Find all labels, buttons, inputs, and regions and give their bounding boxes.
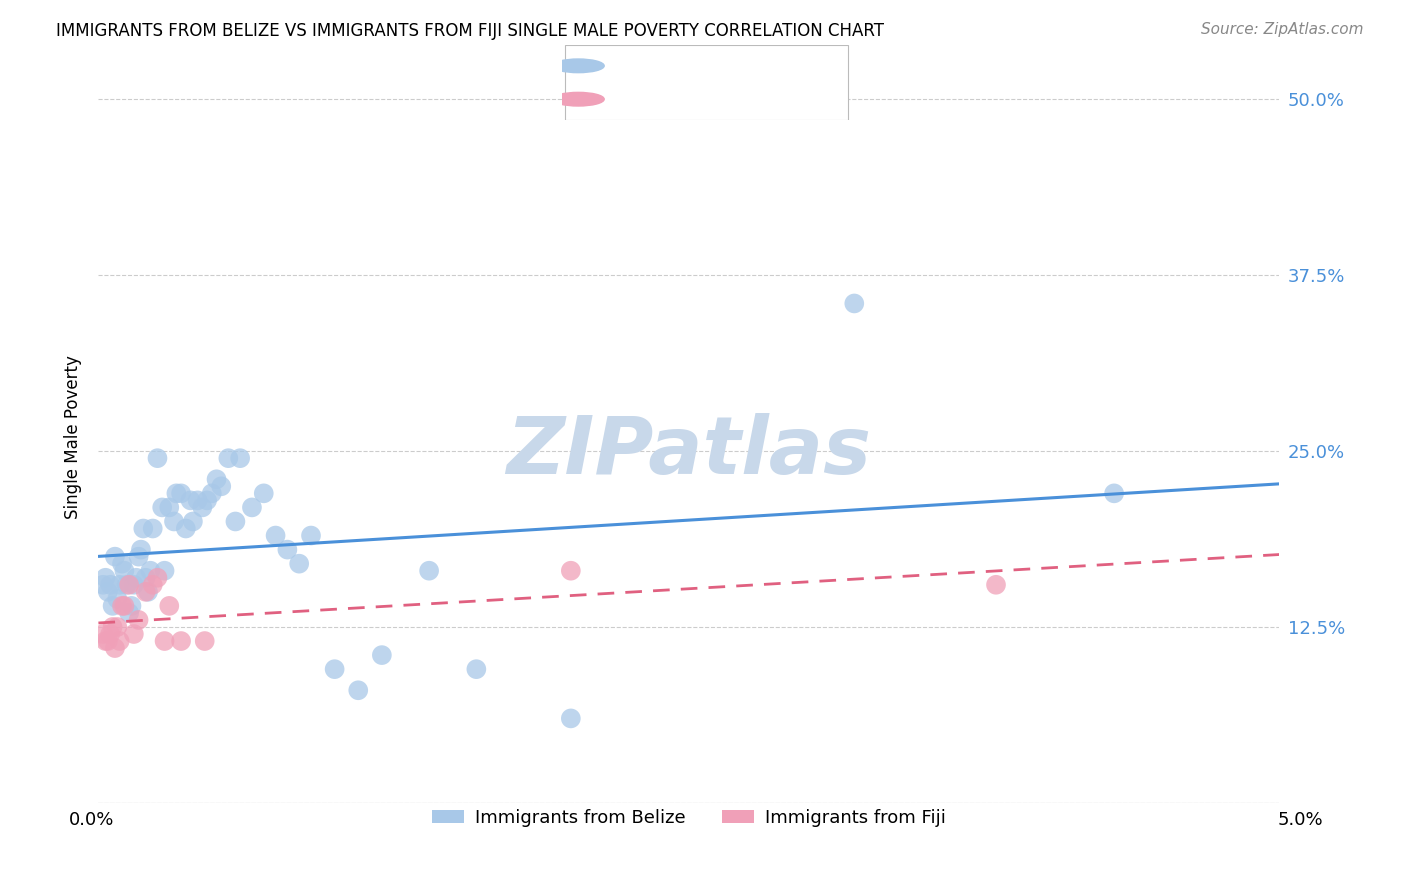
Point <box>371 648 394 662</box>
Point <box>157 599 180 613</box>
Point <box>418 564 440 578</box>
Point <box>163 515 186 529</box>
Point <box>170 486 193 500</box>
Point <box>94 571 117 585</box>
Point <box>150 500 173 515</box>
Point <box>118 578 141 592</box>
Point <box>91 627 114 641</box>
Point <box>209 479 232 493</box>
Point <box>142 578 165 592</box>
Point <box>465 662 488 676</box>
Text: Source: ZipAtlas.com: Source: ZipAtlas.com <box>1201 22 1364 37</box>
Text: IMMIGRANTS FROM BELIZE VS IMMIGRANTS FROM FIJI SINGLE MALE POVERTY CORRELATION C: IMMIGRANTS FROM BELIZE VS IMMIGRANTS FRO… <box>56 22 884 40</box>
Point <box>224 515 246 529</box>
Point <box>194 634 217 648</box>
Point <box>1102 486 1125 500</box>
Point <box>181 515 204 529</box>
Point <box>91 578 114 592</box>
Point <box>94 634 117 648</box>
Point <box>105 591 128 606</box>
Point <box>122 578 145 592</box>
Point <box>108 634 131 648</box>
Point <box>125 571 148 585</box>
Point <box>157 500 180 515</box>
Point <box>844 296 866 310</box>
Text: 0.429: 0.429 <box>650 57 706 75</box>
Text: R =: R = <box>603 90 638 108</box>
FancyBboxPatch shape <box>565 45 848 120</box>
Point <box>174 521 197 535</box>
Text: 0.0%: 0.0% <box>69 811 114 829</box>
Point <box>101 599 124 613</box>
Legend: Immigrants from Belize, Immigrants from Fiji: Immigrants from Belize, Immigrants from … <box>425 802 953 834</box>
Point <box>205 472 228 486</box>
Point <box>128 613 150 627</box>
Point <box>135 584 157 599</box>
Point <box>104 641 127 656</box>
Point <box>111 599 134 613</box>
Point <box>264 528 287 542</box>
Point <box>97 634 120 648</box>
Point <box>323 662 346 676</box>
Point <box>229 451 252 466</box>
Point <box>299 528 322 542</box>
Point <box>276 542 298 557</box>
Point <box>187 493 209 508</box>
Text: 0.236: 0.236 <box>650 90 706 108</box>
Point <box>217 451 239 466</box>
Point <box>104 549 127 564</box>
Text: 5.0%: 5.0% <box>1278 811 1323 829</box>
Point <box>139 564 162 578</box>
Point <box>121 599 143 613</box>
Point <box>122 627 145 641</box>
Point <box>984 578 1007 592</box>
Text: N =: N = <box>721 90 758 108</box>
Y-axis label: Single Male Poverty: Single Male Poverty <box>65 355 83 519</box>
Point <box>135 571 157 585</box>
Point <box>129 542 152 557</box>
Point <box>112 599 135 613</box>
Point <box>560 711 582 725</box>
Point <box>195 493 218 508</box>
Point <box>97 584 120 599</box>
Point <box>142 521 165 535</box>
Point <box>101 620 124 634</box>
Point <box>191 500 214 515</box>
Point <box>201 486 224 500</box>
Text: ZIPatlas: ZIPatlas <box>506 413 872 491</box>
Point <box>128 549 150 564</box>
Point <box>347 683 370 698</box>
Point <box>146 451 169 466</box>
Text: N =: N = <box>721 57 758 75</box>
Circle shape <box>553 93 605 106</box>
Point <box>146 571 169 585</box>
Circle shape <box>553 59 605 72</box>
Point <box>136 584 159 599</box>
Point <box>153 564 176 578</box>
Point <box>111 557 134 571</box>
Point <box>132 521 155 535</box>
Point <box>180 493 202 508</box>
Point <box>98 627 121 641</box>
Point <box>560 564 582 578</box>
Text: 22: 22 <box>768 90 792 108</box>
Point <box>170 634 193 648</box>
Point <box>98 578 121 592</box>
Point <box>105 620 128 634</box>
Point <box>108 578 131 592</box>
Point <box>153 634 176 648</box>
Point <box>115 578 138 592</box>
Point <box>112 564 135 578</box>
Point <box>253 486 276 500</box>
Text: 55: 55 <box>768 57 792 75</box>
Point <box>288 557 311 571</box>
Point <box>240 500 263 515</box>
Point <box>165 486 187 500</box>
Point <box>118 606 141 620</box>
Text: R =: R = <box>603 57 638 75</box>
